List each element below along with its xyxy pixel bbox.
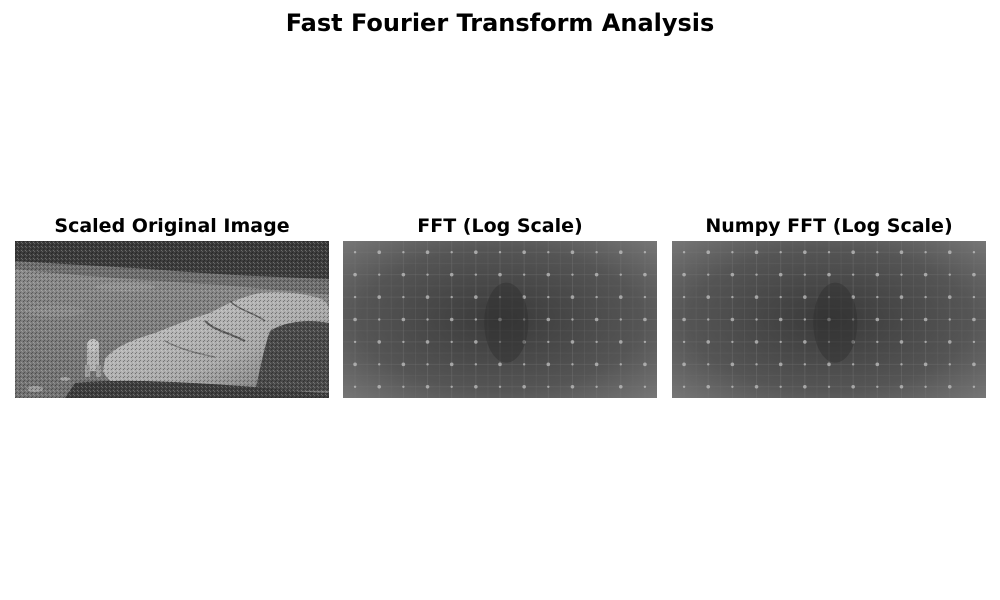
panel-title-fft: FFT (Log Scale) [417, 215, 583, 237]
original-moon-image [15, 241, 329, 398]
panel-title-numpy-fft: Numpy FFT (Log Scale) [705, 215, 953, 237]
panel-fft: FFT (Log Scale) [343, 212, 657, 398]
panel-numpy-fft: Numpy FFT (Log Scale) [672, 212, 986, 398]
panel-original: Scaled Original Image [15, 212, 329, 398]
fft-spectrum-image [343, 241, 657, 398]
figure-title: Fast Fourier Transform Analysis [285, 9, 715, 37]
numpy-fft-spectrum-image [672, 241, 986, 398]
panel-title-original: Scaled Original Image [54, 215, 290, 237]
